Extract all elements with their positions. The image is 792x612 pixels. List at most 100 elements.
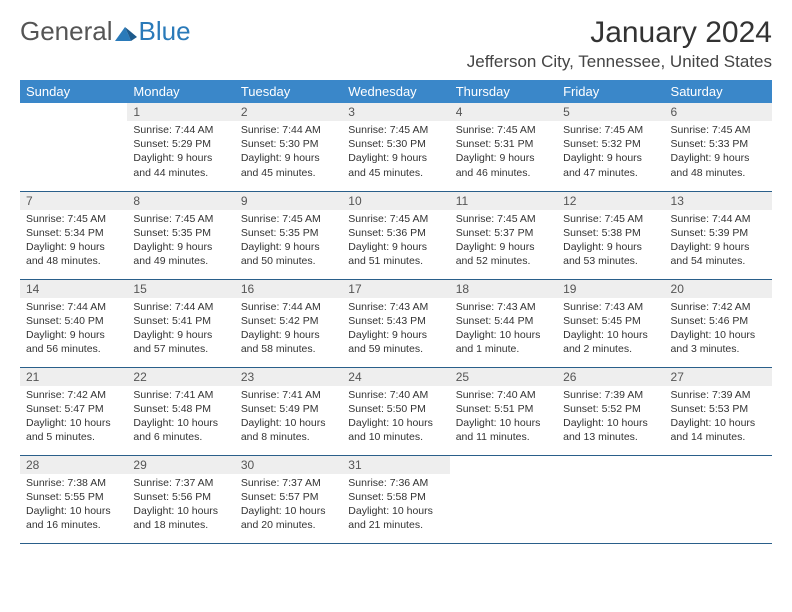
calendar-day-cell: 6Sunrise: 7:45 AMSunset: 5:33 PMDaylight… [665, 103, 772, 191]
day-line: Sunset: 5:32 PM [563, 137, 658, 151]
calendar-day-cell: 1Sunrise: 7:44 AMSunset: 5:29 PMDaylight… [127, 103, 234, 191]
weekday-header: Wednesday [342, 80, 449, 103]
day-line: Daylight: 10 hours [133, 504, 228, 518]
calendar-day-cell: 8Sunrise: 7:45 AMSunset: 5:35 PMDaylight… [127, 191, 234, 279]
day-line: Sunrise: 7:44 AM [133, 300, 228, 314]
day-line: and 44 minutes. [133, 166, 228, 180]
calendar-day-cell: 22Sunrise: 7:41 AMSunset: 5:48 PMDayligh… [127, 367, 234, 455]
day-line: Sunrise: 7:45 AM [456, 212, 551, 226]
day-number: 8 [127, 192, 234, 210]
day-number: 17 [342, 280, 449, 298]
day-content: Sunrise: 7:44 AMSunset: 5:29 PMDaylight:… [127, 121, 234, 184]
day-line: Sunrise: 7:43 AM [456, 300, 551, 314]
day-line: and 5 minutes. [26, 430, 121, 444]
day-line: and 59 minutes. [348, 342, 443, 356]
day-line: Sunrise: 7:45 AM [348, 212, 443, 226]
day-line: Sunset: 5:35 PM [241, 226, 336, 240]
day-line: and 13 minutes. [563, 430, 658, 444]
title-block: January 2024 Jefferson City, Tennessee, … [467, 16, 772, 72]
calendar-week-row: 28Sunrise: 7:38 AMSunset: 5:55 PMDayligh… [20, 455, 772, 543]
day-line: and 2 minutes. [563, 342, 658, 356]
day-line: Sunset: 5:53 PM [671, 402, 766, 416]
day-line: and 1 minute. [456, 342, 551, 356]
day-line: and 48 minutes. [26, 254, 121, 268]
day-line: and 50 minutes. [241, 254, 336, 268]
calendar-week-row: 7Sunrise: 7:45 AMSunset: 5:34 PMDaylight… [20, 191, 772, 279]
day-line: Sunset: 5:48 PM [133, 402, 228, 416]
day-line: Sunset: 5:50 PM [348, 402, 443, 416]
day-line: Daylight: 10 hours [26, 504, 121, 518]
day-line: Sunrise: 7:44 AM [671, 212, 766, 226]
day-content: Sunrise: 7:45 AMSunset: 5:35 PMDaylight:… [127, 210, 234, 273]
logo-word1: General [20, 16, 113, 47]
day-line: Daylight: 10 hours [563, 416, 658, 430]
day-line: Sunset: 5:30 PM [241, 137, 336, 151]
day-line: and 54 minutes. [671, 254, 766, 268]
day-line: Daylight: 10 hours [456, 328, 551, 342]
calendar-day-cell [20, 103, 127, 191]
day-line: Daylight: 9 hours [26, 328, 121, 342]
calendar-day-cell: 17Sunrise: 7:43 AMSunset: 5:43 PMDayligh… [342, 279, 449, 367]
day-content: Sunrise: 7:44 AMSunset: 5:41 PMDaylight:… [127, 298, 234, 361]
weekday-header: Sunday [20, 80, 127, 103]
day-number: 9 [235, 192, 342, 210]
calendar-body: 1Sunrise: 7:44 AMSunset: 5:29 PMDaylight… [20, 103, 772, 543]
day-line: Daylight: 10 hours [133, 416, 228, 430]
calendar-week-row: 21Sunrise: 7:42 AMSunset: 5:47 PMDayligh… [20, 367, 772, 455]
day-line: Daylight: 10 hours [671, 328, 766, 342]
calendar-day-cell: 28Sunrise: 7:38 AMSunset: 5:55 PMDayligh… [20, 455, 127, 543]
day-content: Sunrise: 7:44 AMSunset: 5:40 PMDaylight:… [20, 298, 127, 361]
day-line: Daylight: 9 hours [348, 328, 443, 342]
day-content: Sunrise: 7:44 AMSunset: 5:30 PMDaylight:… [235, 121, 342, 184]
day-line: Daylight: 9 hours [456, 240, 551, 254]
day-number: 24 [342, 368, 449, 386]
day-number: 29 [127, 456, 234, 474]
day-content: Sunrise: 7:44 AMSunset: 5:39 PMDaylight:… [665, 210, 772, 273]
calendar-day-cell: 5Sunrise: 7:45 AMSunset: 5:32 PMDaylight… [557, 103, 664, 191]
day-number: 12 [557, 192, 664, 210]
day-line: Sunset: 5:55 PM [26, 490, 121, 504]
day-line: Sunrise: 7:36 AM [348, 476, 443, 490]
day-line: Daylight: 10 hours [563, 328, 658, 342]
day-line: and 16 minutes. [26, 518, 121, 532]
day-line: Sunset: 5:35 PM [133, 226, 228, 240]
day-line: and 21 minutes. [348, 518, 443, 532]
day-content [20, 121, 127, 127]
day-line: and 52 minutes. [456, 254, 551, 268]
day-number: 16 [235, 280, 342, 298]
calendar-day-cell: 12Sunrise: 7:45 AMSunset: 5:38 PMDayligh… [557, 191, 664, 279]
day-content: Sunrise: 7:45 AMSunset: 5:35 PMDaylight:… [235, 210, 342, 273]
day-line: Daylight: 9 hours [456, 151, 551, 165]
logo-word2: Blue [139, 16, 191, 47]
day-line: Sunrise: 7:45 AM [348, 123, 443, 137]
day-line: Daylight: 9 hours [133, 151, 228, 165]
day-line: Daylight: 9 hours [563, 240, 658, 254]
day-line: Daylight: 10 hours [348, 504, 443, 518]
day-content: Sunrise: 7:42 AMSunset: 5:47 PMDaylight:… [20, 386, 127, 449]
day-line: Sunrise: 7:44 AM [133, 123, 228, 137]
day-content: Sunrise: 7:43 AMSunset: 5:44 PMDaylight:… [450, 298, 557, 361]
day-line: Sunrise: 7:38 AM [26, 476, 121, 490]
day-line: Sunrise: 7:45 AM [671, 123, 766, 137]
weekday-header: Thursday [450, 80, 557, 103]
day-content: Sunrise: 7:45 AMSunset: 5:37 PMDaylight:… [450, 210, 557, 273]
calendar-day-cell: 30Sunrise: 7:37 AMSunset: 5:57 PMDayligh… [235, 455, 342, 543]
day-line: and 53 minutes. [563, 254, 658, 268]
day-number: 22 [127, 368, 234, 386]
day-line: Sunrise: 7:45 AM [241, 212, 336, 226]
calendar-day-cell: 25Sunrise: 7:40 AMSunset: 5:51 PMDayligh… [450, 367, 557, 455]
calendar-day-cell: 24Sunrise: 7:40 AMSunset: 5:50 PMDayligh… [342, 367, 449, 455]
day-line: and 45 minutes. [241, 166, 336, 180]
calendar-day-cell [450, 455, 557, 543]
day-line: Sunrise: 7:40 AM [456, 388, 551, 402]
weekday-header: Friday [557, 80, 664, 103]
calendar-week-row: 14Sunrise: 7:44 AMSunset: 5:40 PMDayligh… [20, 279, 772, 367]
calendar-day-cell: 21Sunrise: 7:42 AMSunset: 5:47 PMDayligh… [20, 367, 127, 455]
month-title: January 2024 [467, 16, 772, 50]
day-content: Sunrise: 7:40 AMSunset: 5:51 PMDaylight:… [450, 386, 557, 449]
day-line: Daylight: 10 hours [241, 416, 336, 430]
day-line: Sunset: 5:33 PM [671, 137, 766, 151]
calendar-day-cell: 23Sunrise: 7:41 AMSunset: 5:49 PMDayligh… [235, 367, 342, 455]
day-line: and 20 minutes. [241, 518, 336, 532]
day-content: Sunrise: 7:39 AMSunset: 5:52 PMDaylight:… [557, 386, 664, 449]
